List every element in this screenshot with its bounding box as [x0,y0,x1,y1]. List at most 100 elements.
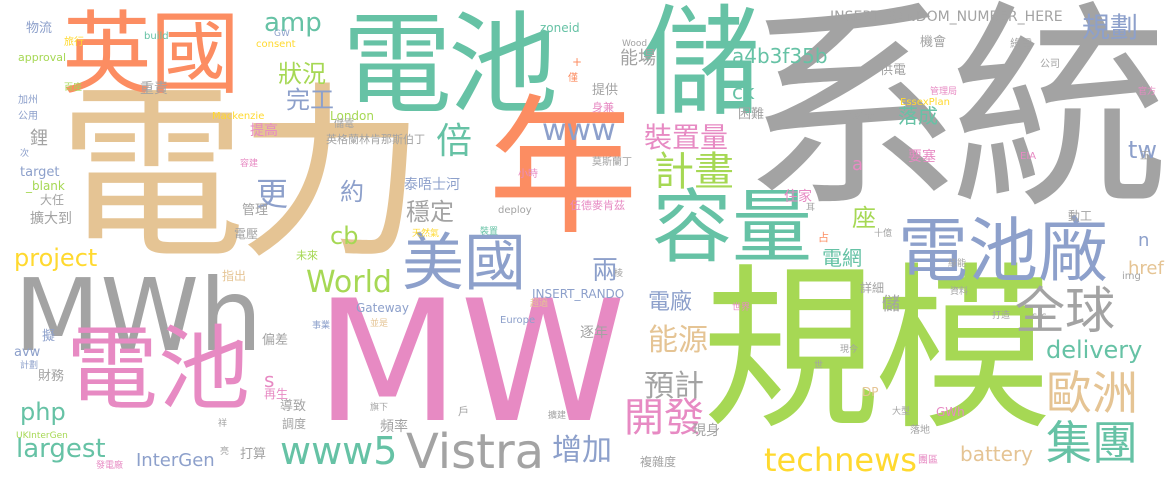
word: GW [274,29,290,39]
word: 擴建 [548,411,567,421]
word: 提供 [592,83,619,98]
word: 儲 [640,0,760,133]
word: ck [732,80,755,104]
word: 預計 [644,369,704,404]
word: 世 [814,361,824,371]
word: 官方 [1138,87,1157,97]
word: 旗下 [370,403,389,413]
word: 更 [256,175,289,213]
word: 完工 [286,86,334,114]
word: 百座 [64,83,83,93]
word: www [542,113,616,148]
word: MWh [14,257,263,374]
word: Mackenzie [212,111,265,122]
word: + [572,55,583,69]
word: 能源 [648,323,708,358]
word: s [264,368,275,392]
word: 公用 [18,111,38,122]
word: 大任 [40,193,65,207]
word: 世界 [732,303,751,313]
word: amp [264,8,322,38]
word: 複雜度 [640,455,677,469]
word: technews [764,441,917,479]
word: 加州 [18,95,38,106]
word: 年 [488,82,639,256]
word: Europe [500,315,536,326]
word: 導致 [280,399,307,414]
word: cb [330,222,359,250]
word: 約 [340,178,364,206]
word: avw [14,345,41,360]
word: 供電 [880,63,907,78]
word: 電池廠 [898,210,1108,292]
word: 十億 [874,229,893,239]
word: 管理局 [930,87,958,97]
word: 能場 [620,48,656,69]
word: 計畫 [654,149,734,195]
word: 偏差 [262,333,289,348]
word: 旅行 [64,37,84,48]
word: target [20,165,60,180]
word: 歐洲 [1046,366,1138,420]
word: 落地 [910,425,930,436]
word: MW [315,264,627,460]
word: 戶 [458,405,469,418]
word: 英國 [62,2,240,107]
word: 棱 [614,269,624,279]
word: www5 [280,429,398,473]
word: 再生 [264,387,289,401]
word: project [14,244,98,272]
word: 僅 [568,73,578,84]
word: img [1122,271,1141,282]
word: 次 [20,149,30,159]
word: 身兼 [592,101,614,114]
word: deploy [498,205,532,216]
word: 綠能 [948,259,967,269]
word: 正 [1140,151,1150,162]
word: largest [16,434,106,464]
word: London [330,109,374,123]
word: 裝置 [480,227,499,237]
word: href [1128,258,1164,279]
word: 逐年 [580,325,608,341]
word: 電壓 [234,227,259,241]
word: build [144,31,169,42]
word: 電廠 [648,290,693,315]
word: 亮 [220,447,230,457]
word: gains [848,111,875,122]
word: 規模 [702,247,1052,454]
word: 團區 [918,455,938,466]
word: 容量 [652,181,812,274]
word: 並是 [370,319,389,329]
word: 集團 [1046,416,1138,470]
word: 容建 [240,159,259,169]
word: 座 [852,204,876,232]
word: Gateway [356,301,410,315]
word: 事業 [312,321,331,331]
word: InterGen [136,450,215,471]
word: 狀況 [278,60,326,88]
word: delivery [1046,336,1143,364]
word: 電力 [58,66,426,285]
word: 擴大到 [30,211,72,227]
word: World [306,265,392,300]
word: 兩 [592,256,619,286]
word: Vistra [406,424,545,480]
word: 未來 [296,249,318,262]
word: 打造 [992,311,1011,321]
word: INSERT_RANDOM_NUMBER_HERE [830,9,1063,25]
word: 儲電 [334,119,354,130]
word: 重責 [140,81,168,97]
word: 公司 [1040,59,1060,70]
word: UKInterGen [16,431,68,441]
word: n [1138,230,1150,251]
word: 鋰 [30,128,48,149]
word: 指出 [222,269,247,283]
word: INSERT_RANDO [532,287,625,301]
word: 倍 [436,121,473,162]
word: 現今 [840,345,859,355]
word: php [20,398,66,426]
word: 占 [818,231,829,244]
word: 祥 [218,419,228,429]
